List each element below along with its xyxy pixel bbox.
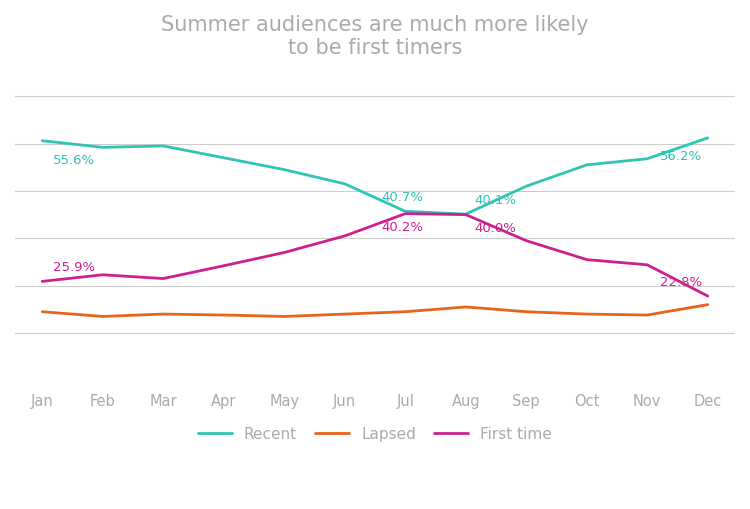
Lapsed [159,311,168,317]
Recent [582,162,591,168]
Recent [643,156,652,162]
Text: 55.6%: 55.6% [53,154,95,167]
Lapsed [461,304,470,310]
Line: Lapsed: Lapsed [42,304,708,317]
Recent [38,137,46,144]
First time [582,257,591,263]
Text: 40.1%: 40.1% [475,194,517,207]
Text: 25.9%: 25.9% [53,261,95,274]
First time [340,233,350,239]
Lapsed [582,311,591,317]
First time [461,212,470,218]
First time [704,293,712,299]
Lapsed [38,308,46,315]
Recent [219,155,228,161]
Lapsed [643,312,652,318]
Recent [522,183,531,189]
First time [159,275,168,281]
Lapsed [400,308,410,315]
Recent [461,211,470,217]
Recent [98,144,107,150]
Lapsed [522,308,531,315]
First time [98,272,107,278]
Text: 40.7%: 40.7% [381,191,423,204]
Line: First time: First time [42,214,708,296]
Text: 22.8%: 22.8% [659,276,702,289]
Title: Summer audiences are much more likely
to be first timers: Summer audiences are much more likely to… [161,15,589,58]
Recent [280,166,289,173]
First time [38,278,46,285]
Recent [340,181,350,187]
Lapsed [340,311,350,317]
Lapsed [280,314,289,320]
Lapsed [219,312,228,318]
Line: Recent: Recent [42,138,708,214]
Legend: Recent, Lapsed, First time: Recent, Lapsed, First time [192,421,558,448]
Text: 40.0%: 40.0% [475,222,517,235]
Lapsed [98,314,107,320]
Text: 40.2%: 40.2% [381,221,423,234]
First time [219,263,228,269]
Recent [400,208,410,214]
Text: 56.2%: 56.2% [659,150,702,163]
Recent [704,135,712,141]
Recent [159,143,168,149]
First time [643,262,652,268]
Lapsed [704,301,712,307]
First time [400,211,410,217]
First time [522,238,531,244]
First time [280,249,289,256]
